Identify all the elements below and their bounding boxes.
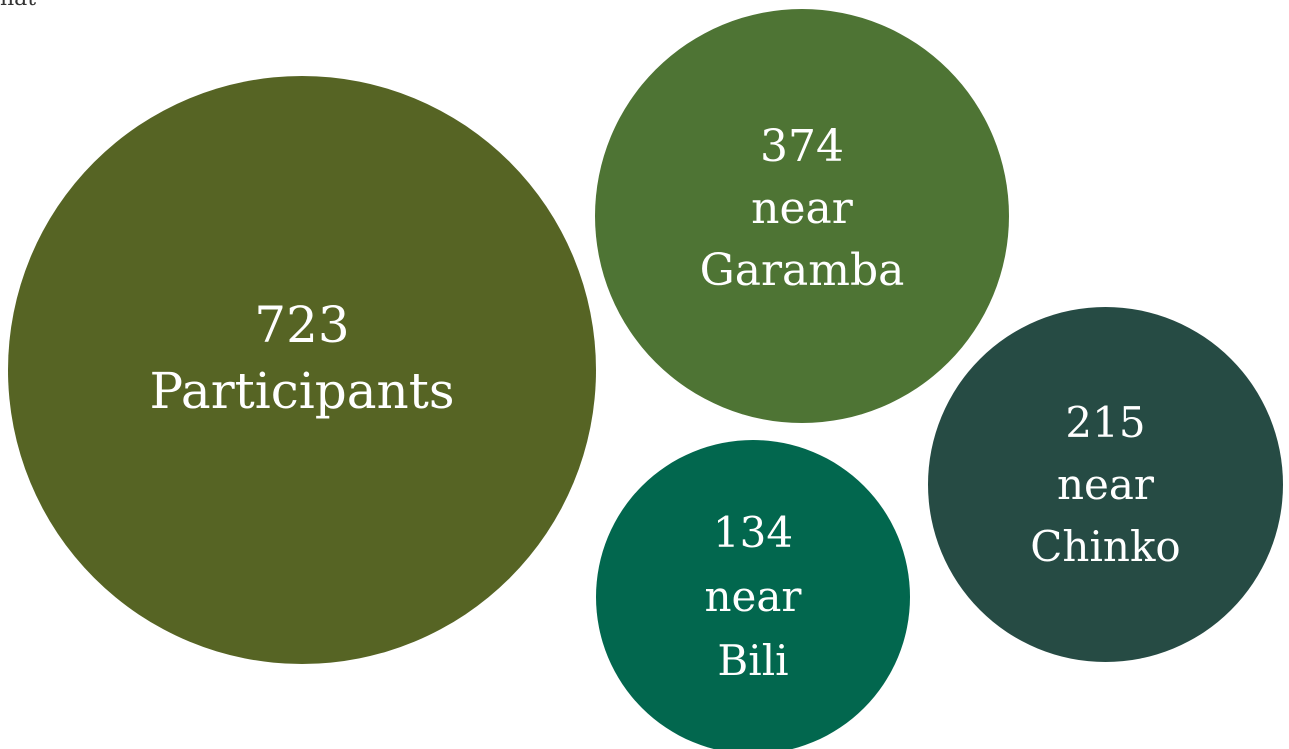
total-count: 723 bbox=[254, 296, 350, 354]
garamba-count: 374 bbox=[760, 121, 844, 172]
chinko-prefix: near bbox=[1056, 459, 1155, 509]
total-participants-bubble: 723 Participants bbox=[8, 76, 596, 664]
garamba-site: Garamba bbox=[699, 245, 905, 296]
garamba-bubble: 374 near Garamba bbox=[595, 9, 1009, 423]
bili-prefix: near bbox=[704, 572, 802, 621]
bili-site: Bili bbox=[717, 636, 789, 685]
chinko-site: Chinko bbox=[1030, 521, 1181, 571]
bili-count: 134 bbox=[712, 508, 794, 557]
garamba-prefix: near bbox=[751, 183, 853, 234]
cropped-top-text: nat bbox=[0, 0, 36, 11]
bili-bubble: 134 near Bili bbox=[596, 440, 910, 749]
total-label: Participants bbox=[149, 362, 455, 420]
chinko-bubble: 215 near Chinko bbox=[928, 307, 1283, 662]
chinko-count: 215 bbox=[1065, 397, 1146, 447]
